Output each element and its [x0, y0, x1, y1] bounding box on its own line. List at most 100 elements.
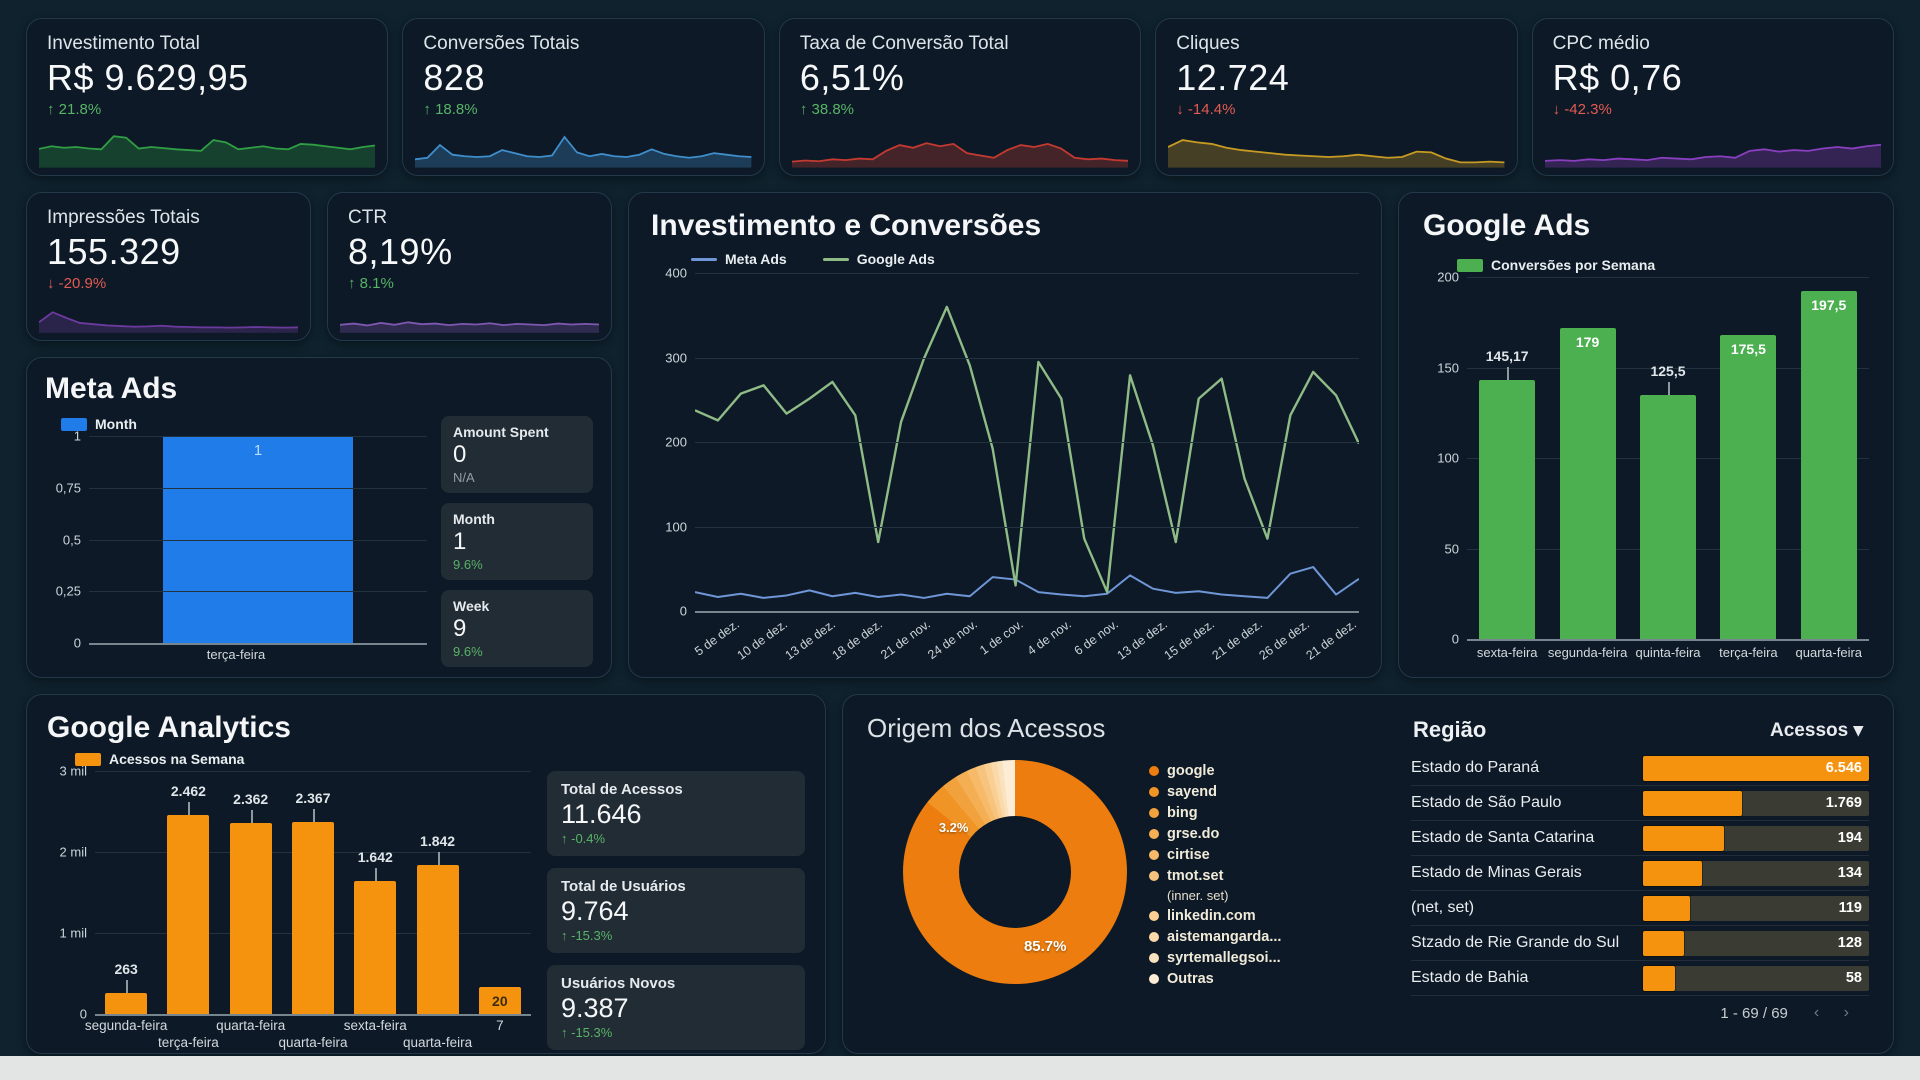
regiao-header: Região Acessos ▾ [1411, 715, 1869, 751]
table-row[interactable]: Estado de Santa Catarina 194 [1411, 821, 1869, 856]
origem-legend-item-bing[interactable]: bing [1149, 804, 1281, 823]
stat-delta: 9.6% [453, 644, 483, 659]
legend-line-swatch [691, 257, 717, 261]
legend-item-meta-ads[interactable]: Meta Ads [691, 251, 787, 267]
y-tick-label: 0 [1451, 631, 1459, 647]
bar-7[interactable] [478, 987, 521, 1014]
legend-item-google-ads[interactable]: Google Ads [822, 251, 935, 267]
regiao-value: 1.769 [1825, 795, 1862, 811]
bar-value-label: 20 [492, 993, 508, 1010]
y-tick-label: 0,75 [55, 480, 81, 496]
regiao-bar-track: 134 [1643, 860, 1869, 886]
bottom-strip [0, 1056, 1920, 1080]
pagination-arrows[interactable]: ‹ › [1813, 1004, 1859, 1021]
bar-terça-feira[interactable] [167, 814, 210, 1014]
x-tick-label: terça-feira [1719, 645, 1778, 660]
meta-ads-legend[interactable]: Month [61, 416, 427, 432]
legend-dot [1149, 953, 1159, 963]
bar-connector [312, 809, 315, 823]
kpi-row-2: Impressões Totais 155.329 ↓ -20.9% CTR 8,19%… [26, 192, 612, 341]
y-tick-label: 1 mil [59, 925, 87, 941]
invest-plot-wrap: 400 300 200 100 0 [651, 266, 1359, 619]
bar-quarta-feira[interactable] [291, 822, 334, 1014]
x-tick-label: terça-feira [158, 1035, 219, 1050]
gridline [695, 611, 1359, 613]
legend-item-label: linkedin.com [1167, 908, 1256, 924]
bar-sexta-feira[interactable] [354, 881, 397, 1014]
bar-segunda-feira[interactable] [105, 992, 148, 1014]
legend-item-label: grse.do [1167, 826, 1220, 842]
bar-segunda-feira[interactable] [1559, 327, 1616, 639]
legend-item-label: Meta Ads [725, 251, 787, 267]
table-row[interactable]: (net, set) 119 [1411, 891, 1869, 926]
acessos-legend-swatch [75, 752, 101, 766]
origem-legend-item-sayend[interactable]: sayend [1149, 783, 1281, 802]
gridline [1467, 367, 1869, 369]
kpi-card: Impressões Totais 155.329 ↓ -20.9% [26, 192, 311, 341]
y-tick-label: 0 [79, 1006, 87, 1022]
bar-quarta-feira[interactable] [1800, 291, 1857, 639]
stat-value: 9.387 [561, 993, 629, 1023]
donut-main-percent: 85.7% [1023, 937, 1067, 955]
origem-donut-chart[interactable]: 85.7% 3.2% [903, 760, 1127, 984]
bar-value-label: 197,5 [1811, 297, 1847, 314]
regiao-rows: Estado do Paraná 6.546 Estado de São Paulo… [1411, 751, 1869, 996]
bar-slot: 2.362 [220, 771, 282, 1014]
gridline [89, 539, 427, 541]
bar-quarta-feira[interactable] [416, 864, 459, 1014]
regiao-name: Estado de Santa Catarina [1411, 829, 1595, 846]
stat-tile-usuários-novos: Usuários Novos 9.387 ↑ -15.3% [547, 965, 805, 1050]
origem-legend-item-tmot-set[interactable]: tmot.set (inner. set) [1149, 867, 1281, 905]
regiao-bar-track: 6.546 [1643, 755, 1869, 781]
acessos-sort-control[interactable]: Acessos ▾ [1770, 719, 1863, 741]
origem-legend-item-syrtemallegsoi-[interactable]: syrtemallegsoi... [1149, 949, 1281, 968]
table-row[interactable]: Stzado de Rie Grande do Sul 128 [1411, 926, 1869, 961]
kpi-value: 155.329 [47, 231, 181, 272]
meta-ads-title: Meta Ads [45, 372, 178, 405]
kpi-card: CPC médio R$ 0,76 ↓ -42.3% [1531, 18, 1895, 176]
left-column: Impressões Totais 155.329 ↓ -20.9% CTR 8,19%… [26, 192, 612, 678]
bar-value-label: 179 [1575, 333, 1600, 350]
gridline [95, 771, 531, 772]
google-ads-legend[interactable]: Conversões por Semana [1457, 257, 1869, 273]
bar-sexta-feira[interactable] [1479, 380, 1536, 639]
kpi-sparkline [1168, 125, 1505, 169]
kpi-value: R$ 9.629,95 [47, 57, 249, 98]
origem-legend-item-Outras[interactable]: Outras [1149, 970, 1281, 989]
bar-value-label: 125,5 [1650, 362, 1686, 379]
ga-legend[interactable]: Acessos na Semana [75, 751, 531, 767]
bar-connector [437, 851, 440, 865]
meta-plot-area: 1 [89, 436, 427, 645]
table-row[interactable]: Estado do Paraná 6.546 [1411, 751, 1869, 786]
invest-plot-area [695, 273, 1359, 613]
legend-item-label: sayend [1167, 784, 1217, 800]
origem-legend-item-google[interactable]: google [1149, 762, 1281, 781]
regiao-bar-track: 194 [1643, 825, 1869, 851]
legend-dot [1149, 932, 1159, 942]
stat-tile-total-de-acessos: Total de Acessos 11.646 ↑ -0.4% [547, 771, 805, 856]
origem-legend-item-aistemangarda-[interactable]: aistemangarda... [1149, 928, 1281, 947]
origem-legend-item-grse-do[interactable]: grse.do [1149, 825, 1281, 844]
regiao-bar-track: 128 [1643, 930, 1869, 956]
legend-dot [1149, 911, 1159, 921]
meta-stats-column: Amount Spent 0 N/A Month 1 9.6% Week 9 9.6% [441, 410, 593, 667]
regiao-value: 194 [1837, 830, 1862, 846]
stat-value: 1 [453, 528, 467, 555]
bar-slot: 145,17 [1467, 277, 1547, 639]
bar-quinta-feira[interactable] [1639, 394, 1696, 639]
kpi-sparkline [415, 125, 752, 169]
month-legend-swatch [61, 417, 87, 431]
gridline [89, 487, 427, 489]
x-tick-label: segunda-feira [1547, 645, 1628, 660]
bar-quarta-feira[interactable] [229, 822, 272, 1014]
kpi-delta: ↑ 38.8% [799, 101, 855, 118]
table-row[interactable]: Estado de São Paulo 1.769 [1411, 786, 1869, 821]
regiao-value: 128 [1837, 935, 1862, 951]
bar-terça-feira[interactable] [1720, 334, 1777, 639]
table-row[interactable]: Estado de Minas Gerais 134 [1411, 856, 1869, 891]
stat-value: 9.764 [561, 896, 629, 926]
table-row[interactable]: Estado de Bahia 58 [1411, 961, 1869, 996]
origem-legend-item-linkedin-com[interactable]: linkedin.com [1149, 907, 1281, 926]
bar-value-label: 1.642 [357, 849, 393, 865]
origem-legend-item-cirtise[interactable]: cirtise [1149, 846, 1281, 865]
